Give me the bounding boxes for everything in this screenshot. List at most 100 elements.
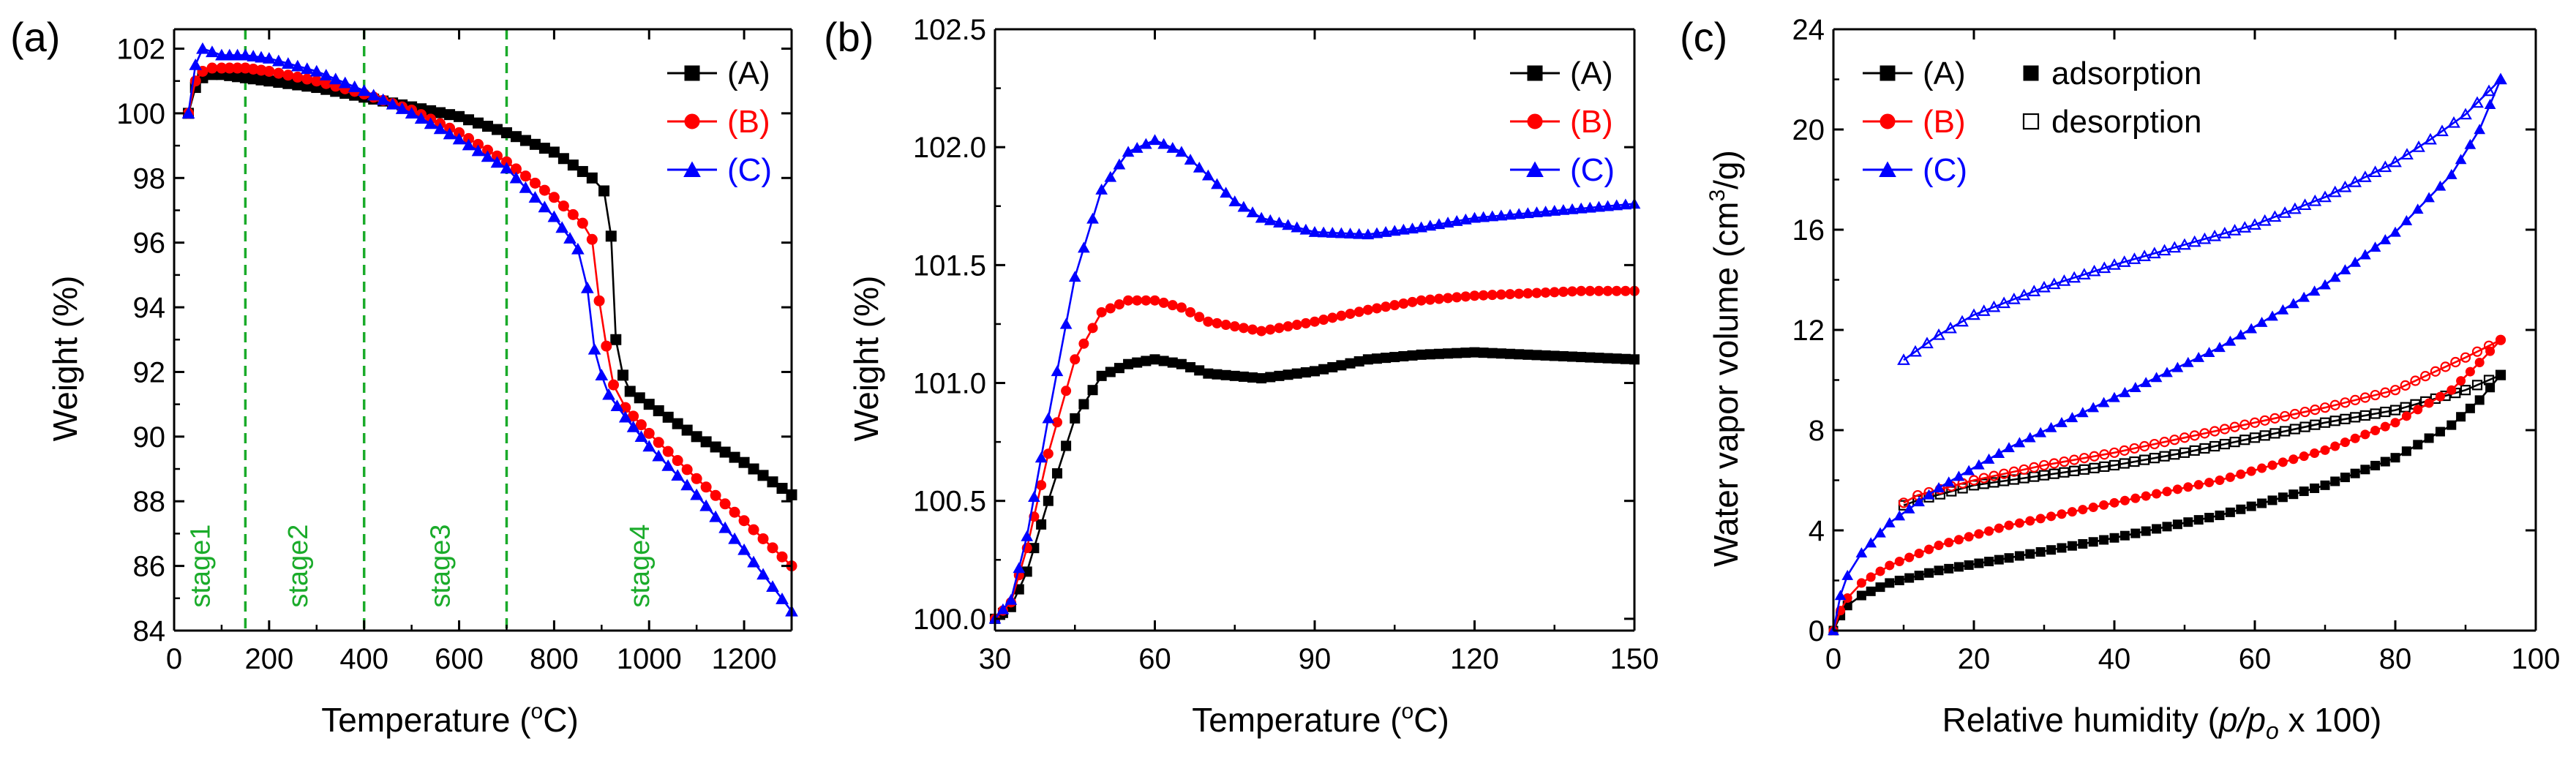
data-point	[1043, 448, 1054, 459]
data-point	[1407, 296, 1418, 307]
data-point	[1974, 558, 1984, 568]
data-point	[1167, 300, 1178, 311]
data-point	[1220, 369, 1231, 380]
data-point	[1415, 221, 1428, 233]
data-point	[2389, 405, 2401, 416]
data-point	[1994, 523, 2004, 533]
data-point	[1087, 385, 1098, 396]
data-point	[1166, 142, 1179, 153]
data-point	[1487, 290, 1498, 301]
data-point	[2259, 430, 2270, 441]
panel-label-a: (a)	[10, 14, 60, 60]
data-point	[643, 399, 655, 410]
data-point	[1602, 353, 1613, 364]
data-point	[2350, 468, 2360, 478]
data-point	[1059, 317, 1073, 329]
data-point	[2169, 435, 2180, 446]
data-point	[626, 420, 640, 432]
data-point	[2471, 380, 2483, 391]
data-point	[2340, 437, 2350, 448]
data-point	[1036, 519, 1047, 530]
data-point	[2455, 154, 2467, 165]
data-point	[2412, 140, 2425, 152]
data-point	[1989, 477, 1999, 488]
data-point	[1549, 350, 1560, 361]
data-point	[2299, 406, 2310, 418]
data-point	[1416, 295, 1427, 306]
data-point	[1903, 503, 1915, 514]
yaxis-title-a: Weight (%)	[46, 276, 84, 442]
data-point	[548, 192, 560, 203]
data-point	[699, 499, 713, 511]
data-point	[1999, 468, 2010, 479]
data-point	[1989, 470, 1999, 481]
data-point	[2199, 428, 2210, 439]
data-point	[776, 593, 789, 604]
legend-label: (A)	[1923, 56, 1966, 91]
data-point	[1934, 541, 1944, 551]
data-point	[311, 75, 323, 87]
data-point	[1096, 307, 1107, 317]
data-point	[776, 483, 788, 495]
data-point	[1619, 198, 1632, 210]
data-point	[1583, 201, 1596, 213]
data-point	[601, 340, 612, 352]
data-point	[1924, 568, 1934, 578]
data-point	[2119, 445, 2130, 456]
data-point	[1238, 371, 1249, 382]
data-point	[1149, 295, 1160, 306]
data-point	[2289, 408, 2300, 420]
stage-label: stage4	[625, 525, 656, 608]
data-point	[2310, 448, 2320, 459]
data-point	[2087, 264, 2101, 277]
data-point	[598, 185, 610, 197]
data-point	[2287, 298, 2299, 309]
data-point	[1953, 470, 1965, 481]
data-point	[1576, 352, 1587, 363]
data-point	[2225, 507, 2235, 517]
data-point	[1567, 286, 1578, 297]
data-point	[2245, 323, 2258, 334]
legend-filled-marker	[2023, 65, 2039, 81]
data-point	[1964, 532, 1974, 542]
data-point	[1274, 323, 1285, 334]
data-point	[2413, 405, 2423, 415]
data-point	[1441, 217, 1454, 228]
data-point	[1424, 219, 1437, 231]
data-point	[1539, 206, 1552, 217]
data-point	[2359, 410, 2370, 421]
data-point	[2047, 277, 2061, 290]
data-point	[1229, 370, 1240, 381]
data-point	[2224, 335, 2237, 346]
data-point	[1371, 353, 1382, 364]
data-point	[473, 117, 484, 129]
data-point	[1353, 307, 1364, 317]
data-point	[2310, 405, 2321, 416]
data-point	[662, 411, 674, 423]
legend-open-marker	[2022, 113, 2040, 130]
data-point	[2099, 500, 2109, 510]
data-point	[1610, 199, 1623, 211]
data-point	[1963, 465, 1975, 476]
data-point	[1894, 576, 1904, 585]
data-point	[1987, 300, 2001, 312]
data-point	[309, 64, 323, 77]
data-point	[2059, 467, 2070, 478]
data-point	[2077, 268, 2091, 279]
panel-label-b: (b)	[824, 14, 874, 60]
data-point	[2450, 356, 2461, 368]
data-point	[1335, 227, 1348, 238]
data-point	[1566, 203, 1579, 214]
data-point	[2459, 108, 2472, 120]
data-point	[557, 153, 569, 165]
data-point	[1345, 308, 1356, 319]
data-point	[642, 440, 656, 452]
data-point	[2193, 480, 2204, 490]
data-point	[481, 121, 493, 132]
data-point	[2389, 226, 2401, 237]
data-point	[719, 446, 731, 458]
data-point	[2161, 367, 2173, 377]
data-point	[738, 515, 750, 527]
data-point	[2025, 516, 2035, 526]
